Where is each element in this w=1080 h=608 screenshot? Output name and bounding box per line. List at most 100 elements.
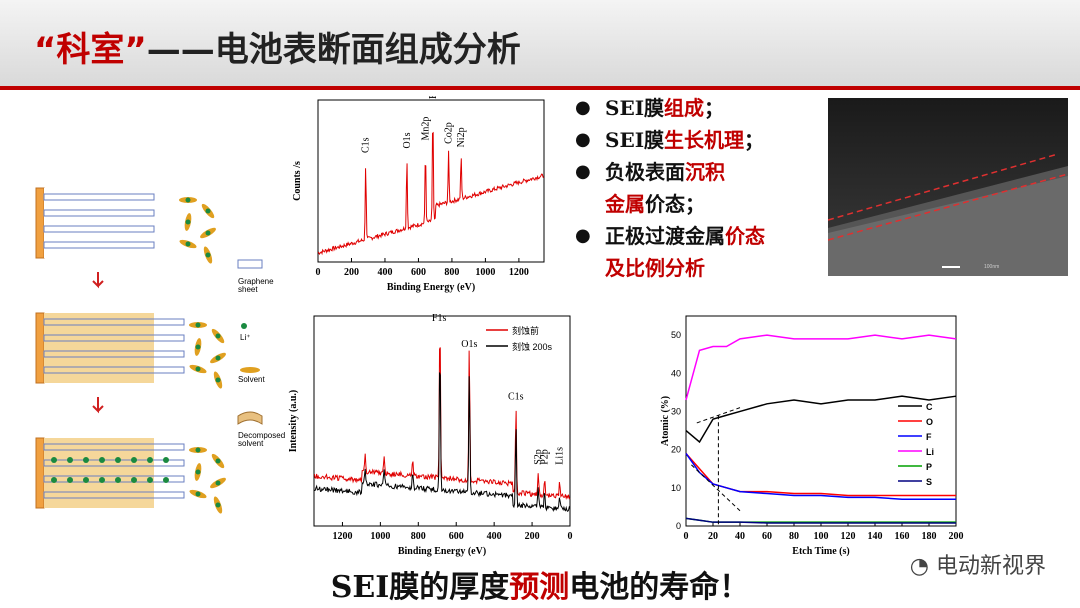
legend-decomposed: Decomposed [238, 431, 285, 440]
bullet-text: 正极过渡金属 [605, 224, 725, 248]
li-ion [215, 458, 221, 464]
bullet-text: 生长机理 [664, 128, 745, 152]
legend-graphene-2: sheet [238, 285, 258, 294]
legend-decomposed-swatch [237, 411, 263, 425]
graphene-sheet [43, 318, 185, 326]
sei-growth-schematic: Graphene sheet Li⁺ Solvent Decomposed so… [28, 180, 298, 520]
electrode-edge [35, 187, 45, 259]
plot-frame [317, 99, 545, 263]
x-tick-label: 1200 [332, 531, 352, 542]
bullet-item: SEI膜生长机理； [575, 124, 825, 156]
y-tick-label: 10 [671, 483, 681, 493]
intercalated-li [115, 457, 121, 463]
bullet-item: 正极过渡金属价态 [575, 220, 825, 252]
y-tick-label: 20 [671, 445, 681, 455]
graphene-sheet [43, 475, 185, 483]
x-tick-label: 800 [411, 531, 426, 542]
x-tick-label: 200 [949, 531, 964, 542]
graphene-sheet [43, 459, 185, 467]
x-tick-label: 180 [922, 531, 937, 542]
series-line [685, 334, 957, 401]
footer-part-c: 电池的寿命！ [569, 570, 750, 605]
x-tick-label: 160 [895, 531, 910, 542]
legend-decomposed-2: solvent [238, 439, 264, 448]
x-tick-label: 400 [377, 267, 392, 278]
x-tick-label: 60 [762, 531, 772, 542]
peak-label: F1s [432, 313, 447, 324]
legend-label: 刻蚀 200s [512, 341, 553, 352]
series-line [685, 395, 957, 444]
intercalated-li [163, 477, 169, 483]
bullet-text: 沉积 [685, 160, 725, 184]
x-tick-label: 200 [344, 267, 359, 278]
intercalated-li [131, 477, 137, 483]
watermark-text: 电动新视界 [935, 554, 1046, 579]
li-ion [215, 502, 221, 508]
x-axis-label: Binding Energy (eV) [387, 282, 475, 293]
li-ion [185, 219, 191, 225]
peak-label: Ni2p [456, 127, 467, 147]
series-line [685, 453, 956, 501]
watermark: ◔ 电动新视界 [910, 548, 1046, 580]
graphene-sheet [43, 334, 185, 342]
y-axis-label: Intensity (a.u.) [288, 390, 299, 453]
intercalated-li [147, 477, 153, 483]
x-tick-label: 40 [735, 531, 745, 542]
intercalated-li [67, 457, 73, 463]
intercalated-li [51, 477, 57, 483]
bullet-text: 金属 [605, 192, 645, 216]
x-tick-label: 20 [708, 531, 718, 542]
x-tick-label: 0 [684, 531, 689, 542]
slide-title: “科室”——电池表断面组成分析 [34, 22, 521, 71]
li-ion [195, 469, 201, 475]
intercalated-li [115, 477, 121, 483]
intercalated-li [131, 457, 137, 463]
graphene-sheet [43, 366, 185, 374]
spectrum-line [314, 372, 571, 513]
spectrum-line [313, 347, 571, 500]
x-tick-label: 140 [868, 531, 883, 542]
legend-graphene: Graphene [238, 277, 274, 286]
li-ion [205, 252, 211, 258]
spectrum-line [317, 131, 544, 256]
xps-survey-chart: 0 200 400 600 800 1000 1200 Binding Energy (eV)… [292, 96, 552, 306]
li-ion [205, 230, 211, 236]
x-axis-label: Binding Energy (eV) [398, 546, 486, 557]
li-ion [205, 208, 211, 214]
sem-scale-label: 100nm [984, 264, 999, 270]
electrode-edge [35, 437, 45, 509]
x-tick-label: 400 [487, 531, 502, 542]
li-ion [185, 197, 191, 203]
legend-label: S [926, 477, 932, 487]
peak-label: O1s [461, 339, 477, 350]
li-ion [195, 366, 201, 372]
footer-statement: SEI膜的厚度预测电池的寿命！ [0, 562, 1080, 606]
guide-line [691, 464, 741, 512]
bullet-text: 负极表面 [605, 160, 685, 184]
li-ion [215, 333, 221, 339]
graphene-sheet [43, 241, 155, 249]
peak-label: S2p [533, 449, 544, 465]
intercalated-li [51, 457, 57, 463]
title-rest: ——电池表断面组成分析 [146, 30, 521, 70]
footer-part-a: SEI膜的厚度 [330, 570, 510, 605]
graphene-sheet [43, 225, 155, 233]
x-tick-label: 600 [449, 531, 464, 542]
li-ion [185, 241, 191, 247]
li-ion [195, 447, 201, 453]
intercalated-li [99, 477, 105, 483]
y-tick-label: 0 [676, 521, 681, 531]
legend-solvent-swatch [240, 367, 260, 373]
x-tick-label: 0 [316, 267, 321, 278]
x-tick-label: 80 [789, 531, 799, 542]
title-quote-open: “ [34, 30, 57, 70]
x-tick-label: 1000 [370, 531, 390, 542]
li-ion [195, 322, 201, 328]
legend-graphene-swatch [237, 259, 263, 269]
bullet-text: ； [744, 128, 765, 152]
legend-label: Li [926, 447, 934, 457]
bullet-text: SEI膜 [605, 96, 665, 120]
intercalated-li [83, 457, 89, 463]
li-ion [215, 480, 221, 486]
title-highlight: 科室 [56, 30, 125, 70]
